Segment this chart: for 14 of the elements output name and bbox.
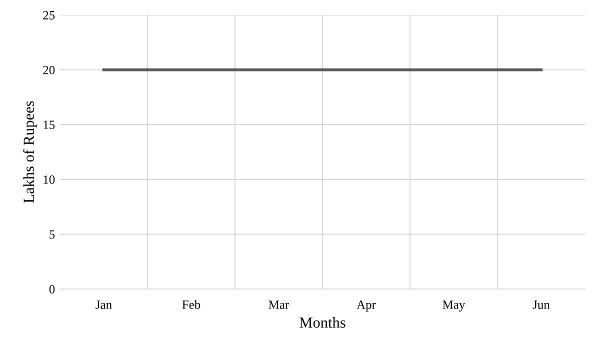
y-tick-label: 15 [44, 120, 55, 130]
x-axis-title: Months [300, 317, 346, 328]
x-tick-label: Mar [268, 300, 290, 309]
x-tick-label: Jun [532, 300, 550, 309]
x-tick-label: Feb [182, 300, 200, 309]
y-tick-label: 0 [49, 285, 55, 294]
x-tick-label: May [442, 300, 466, 312]
x-tick-label: Apr [356, 300, 376, 312]
y-axis-title: Lakhs of Rupees [23, 101, 38, 203]
y-tick-label: 10 [44, 175, 55, 184]
x-tick-label: Jan [96, 300, 112, 309]
y-tick-label: 5 [50, 230, 55, 239]
y-tick-label: 25 [43, 11, 55, 20]
y-tick-label: 20 [43, 66, 55, 74]
